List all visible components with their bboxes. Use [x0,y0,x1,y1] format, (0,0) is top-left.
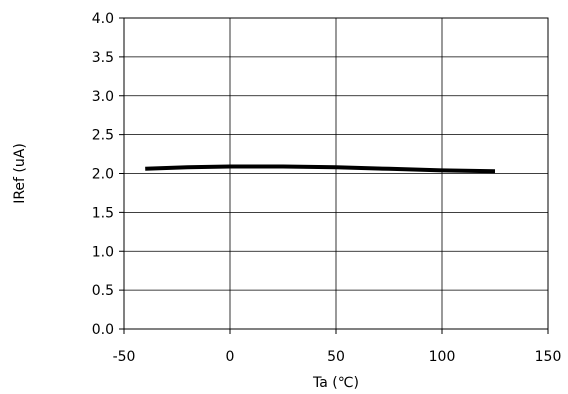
y-tick-label: 2.5 [92,128,114,144]
series-layer [145,164,496,174]
x-tick-label: -50 [113,349,136,365]
y-tick-label: 4.0 [92,11,114,27]
y-axis-ticks: 0.0 0.5 1.0 1.5 2.0 2.5 3.0 3.5 4.0 [92,11,124,338]
y-tick-label: 0.5 [92,283,114,299]
x-axis-label: Ta (℃) [312,375,359,391]
y-tick-label: 1.5 [92,205,114,221]
x-tick-label: 50 [327,349,345,365]
y-tick-label: 0.0 [92,322,114,338]
y-axis-label: IRef (uA) [12,143,28,204]
y-tick-label: 3.5 [92,50,114,66]
x-tick-label: 0 [226,349,235,365]
y-tick-label: 2.0 [92,167,114,183]
x-axis-ticks: -50 0 50 100 150 [113,329,562,365]
series-line-0 [145,164,496,174]
y-tick-label: 1.0 [92,244,114,260]
y-tick-label: 3.0 [92,89,114,105]
grid [123,17,549,330]
x-tick-label: 100 [429,349,456,365]
x-tick-label: 150 [535,349,562,365]
